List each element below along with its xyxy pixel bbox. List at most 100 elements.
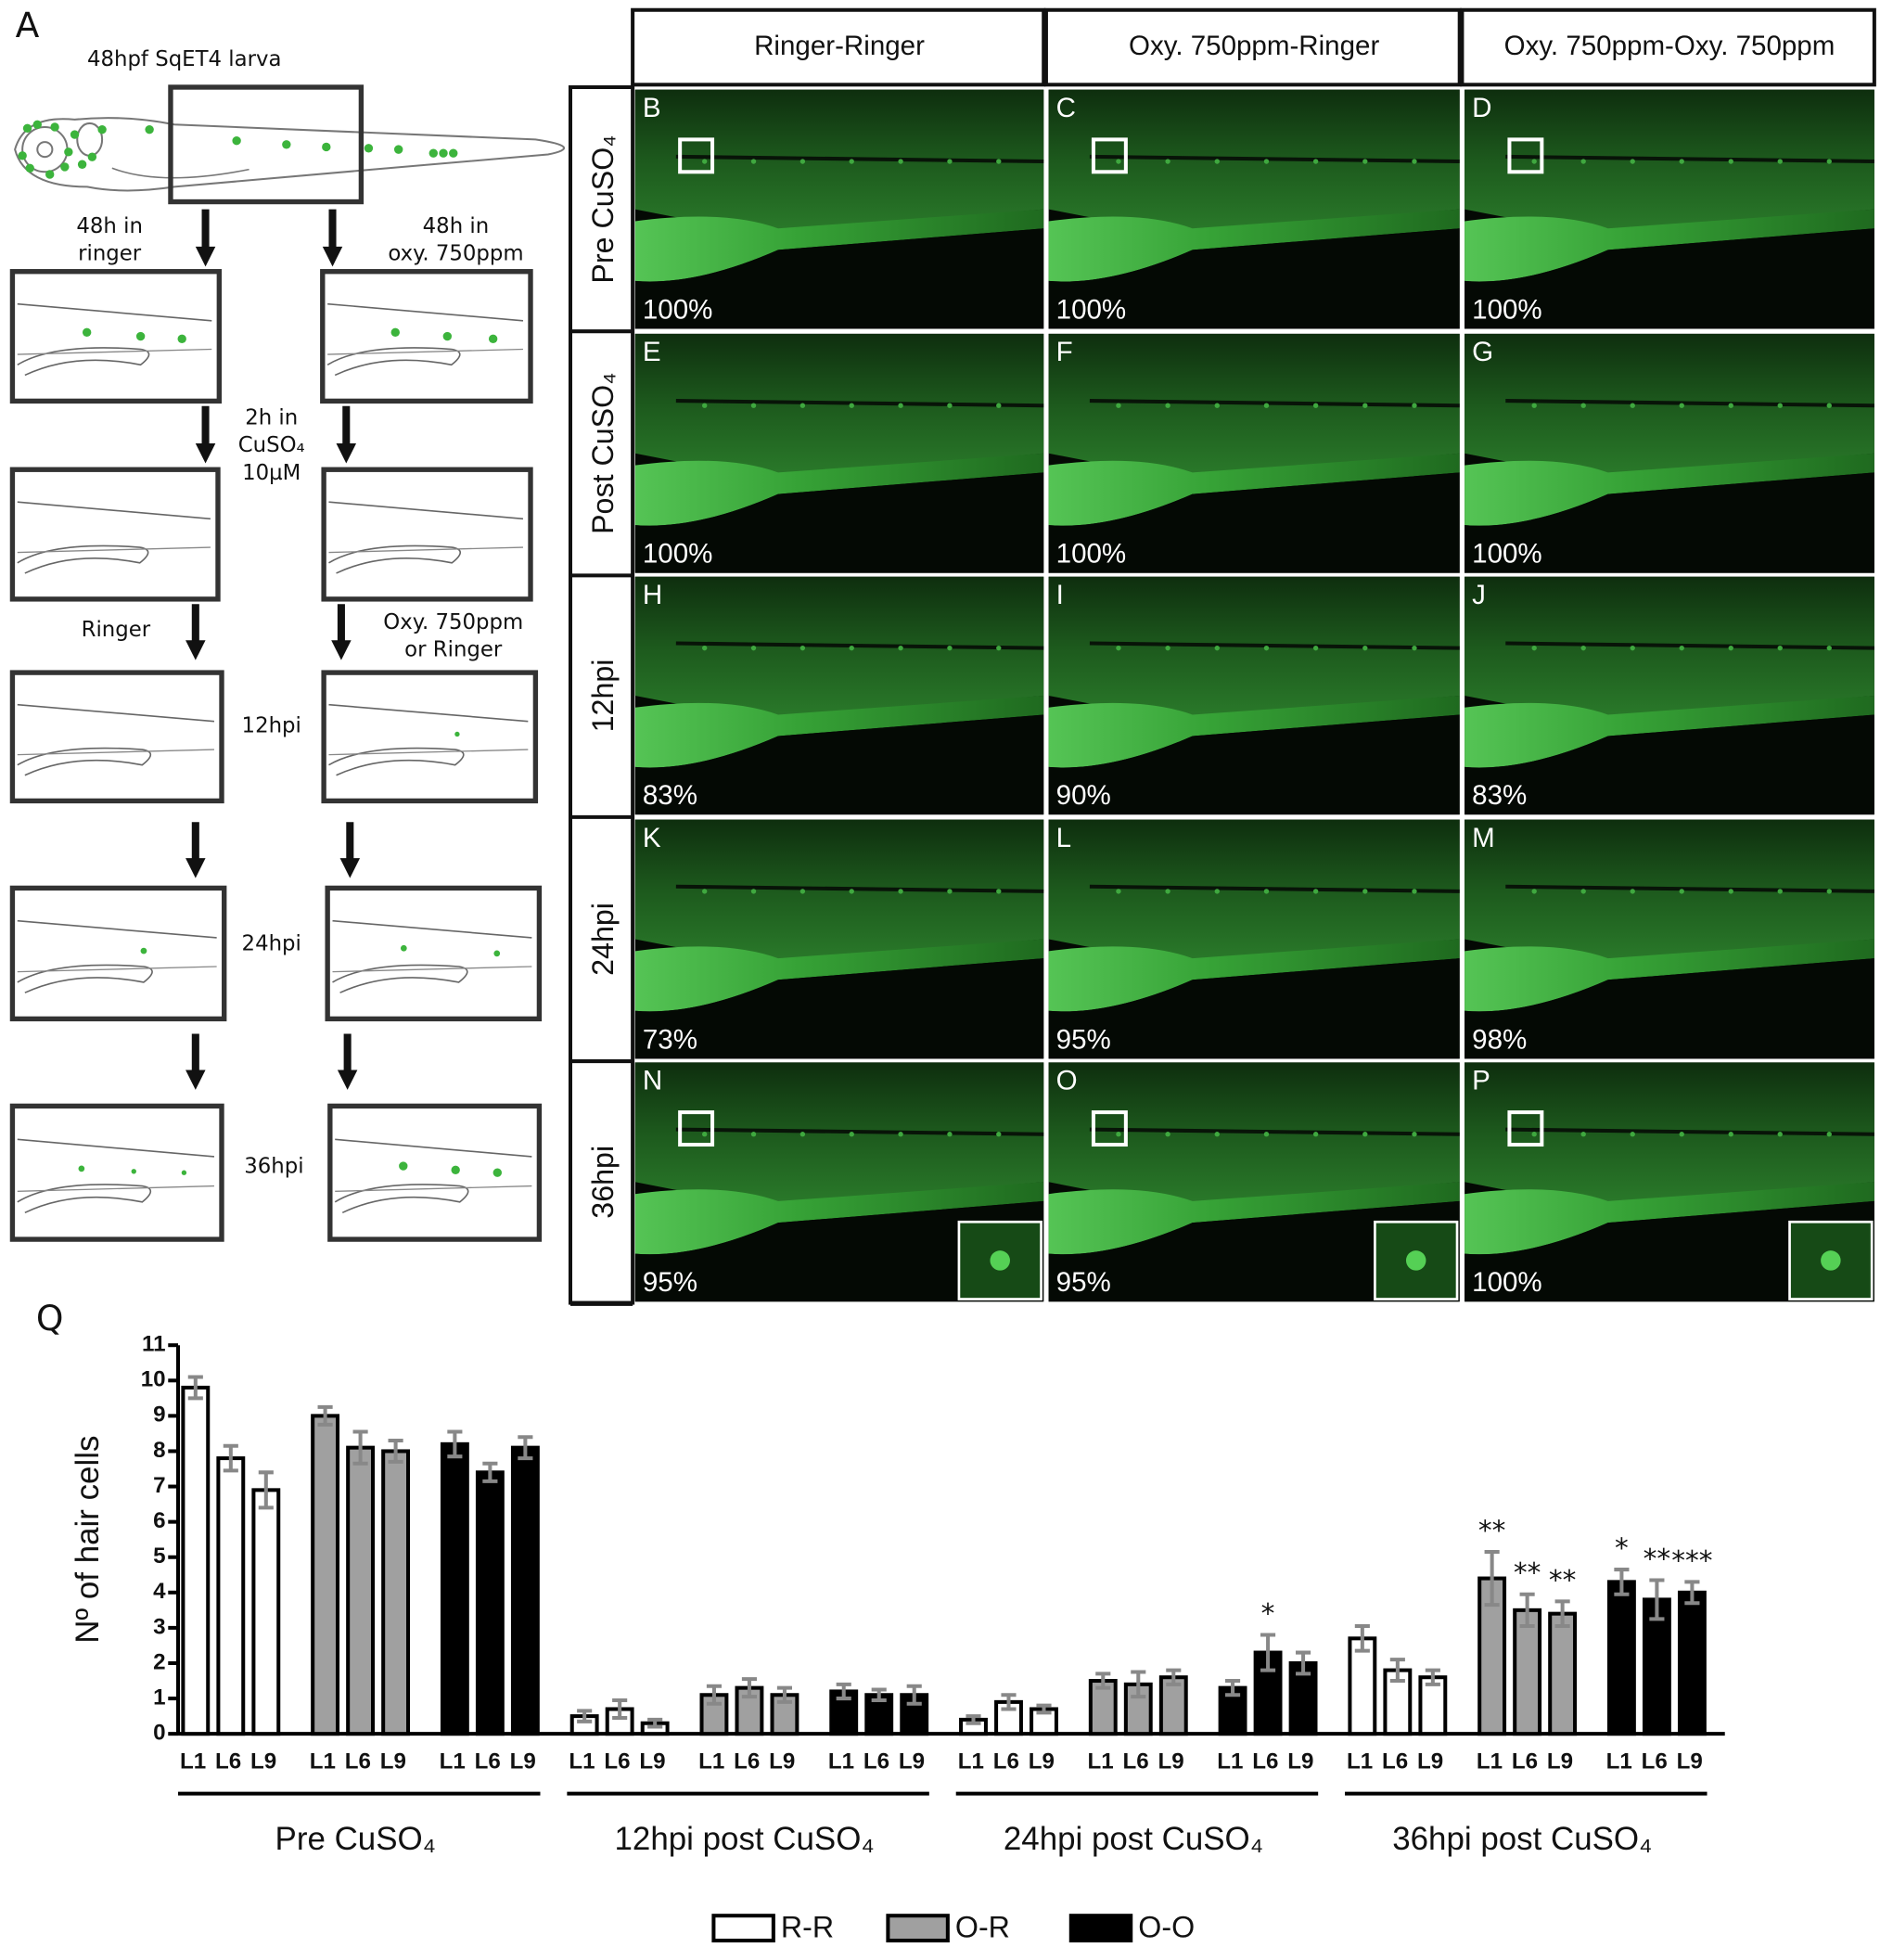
label: 12hpi post CuSO₄	[615, 1821, 875, 1857]
fish-outline	[17, 703, 215, 723]
label: **	[1549, 1564, 1577, 1595]
bar	[864, 1693, 894, 1736]
label: N	[643, 1066, 662, 1096]
label: K	[643, 823, 661, 853]
neuromast	[701, 1132, 708, 1137]
label: 7	[153, 1473, 165, 1498]
hair-cell-dot	[322, 142, 331, 152]
belly	[634, 939, 1044, 1012]
schematic-box	[321, 467, 533, 602]
hair-cell-dot	[18, 151, 27, 160]
label: 100%	[1056, 539, 1127, 570]
selection-box	[168, 84, 365, 205]
label: O-O	[1138, 1910, 1195, 1943]
yolk-shadow	[634, 714, 1044, 815]
micrograph	[1048, 576, 1460, 815]
arrow-head	[195, 246, 216, 267]
label: L6	[1252, 1749, 1278, 1774]
yolk-shadow	[1465, 958, 1874, 1059]
label: Ringer-Ringer	[754, 31, 925, 61]
micrograph	[1465, 1062, 1874, 1302]
error-bar	[966, 1714, 981, 1725]
neuromast	[1214, 889, 1220, 894]
label: 11	[142, 1332, 166, 1357]
row-header-box	[568, 84, 635, 1305]
belly	[1048, 453, 1460, 526]
error-bar	[518, 1435, 533, 1461]
yolk-shadow	[1048, 472, 1460, 573]
label: M	[1472, 823, 1495, 853]
hair-cell-dot	[400, 944, 407, 952]
neuromast	[1580, 1132, 1586, 1137]
label: L1	[180, 1749, 206, 1774]
label: L1	[1606, 1749, 1632, 1774]
micrograph	[1048, 819, 1460, 1059]
hair-cell-dot	[451, 1165, 460, 1175]
neuromast	[849, 159, 854, 164]
error-bar	[388, 1439, 403, 1464]
label: 0	[153, 1721, 165, 1746]
bar	[311, 1414, 340, 1736]
fish-gut	[17, 347, 150, 377]
label: L1	[440, 1749, 466, 1774]
hair-cell-dot	[135, 331, 146, 341]
yolk-shadow	[1465, 1200, 1874, 1302]
hair-cell-dot	[60, 162, 70, 172]
hair-cell-dot	[131, 1169, 136, 1174]
error-bar	[577, 1709, 593, 1723]
hair-cell-dot	[177, 334, 186, 344]
muscle	[1048, 89, 1460, 234]
neuromast	[898, 889, 903, 894]
neuromast	[1679, 889, 1684, 894]
error-bar	[1649, 1578, 1665, 1621]
neuromast	[1728, 889, 1733, 894]
neuromast	[1214, 1132, 1220, 1137]
arrow-head	[331, 640, 352, 660]
neuromast	[898, 159, 903, 164]
column-header-box	[631, 7, 1046, 87]
muscle	[1048, 1062, 1460, 1207]
arrow-head	[185, 640, 206, 660]
neuromast	[898, 645, 903, 651]
micrograph	[1465, 576, 1874, 815]
neuromast	[1312, 1132, 1319, 1137]
label: L1	[569, 1749, 595, 1774]
neuromast	[1531, 159, 1537, 164]
fish-gut	[326, 347, 461, 377]
hair-cell-dot	[390, 327, 400, 338]
neuromast	[1362, 159, 1368, 164]
neuromast	[1777, 645, 1783, 651]
hair-cell-dot	[45, 170, 55, 179]
label: 73%	[643, 1024, 697, 1055]
label: F	[1056, 337, 1073, 367]
error-bar	[1131, 1670, 1146, 1699]
neuromast	[849, 889, 854, 894]
roi-box	[678, 137, 715, 174]
belly	[1048, 1182, 1460, 1255]
label: 100%	[643, 294, 713, 325]
lateral-line	[1089, 154, 1460, 164]
inset-cell	[1405, 1250, 1426, 1271]
label: 8	[153, 1438, 165, 1463]
neuromast	[1826, 159, 1832, 164]
neuromast	[1165, 159, 1170, 164]
error-bar	[1001, 1693, 1017, 1711]
label: 12hpi	[242, 713, 301, 737]
micrograph	[634, 576, 1044, 815]
label: Pre CuSO₄	[275, 1821, 436, 1857]
label: C	[1056, 93, 1076, 123]
neuromast	[996, 1132, 1002, 1137]
label: 36hpi post CuSO₄	[1392, 1821, 1652, 1857]
neuromast	[898, 1132, 903, 1137]
schematic-box	[9, 885, 227, 1022]
label: B	[643, 93, 661, 123]
label: 98%	[1472, 1024, 1527, 1055]
hair-cell-dot	[97, 124, 107, 135]
lateral-line	[1089, 884, 1460, 893]
label: 100%	[1472, 1267, 1542, 1298]
neuromast	[947, 889, 953, 894]
lateral-line	[675, 884, 1044, 893]
label: L6	[993, 1749, 1019, 1774]
error-bar	[1614, 1568, 1630, 1596]
